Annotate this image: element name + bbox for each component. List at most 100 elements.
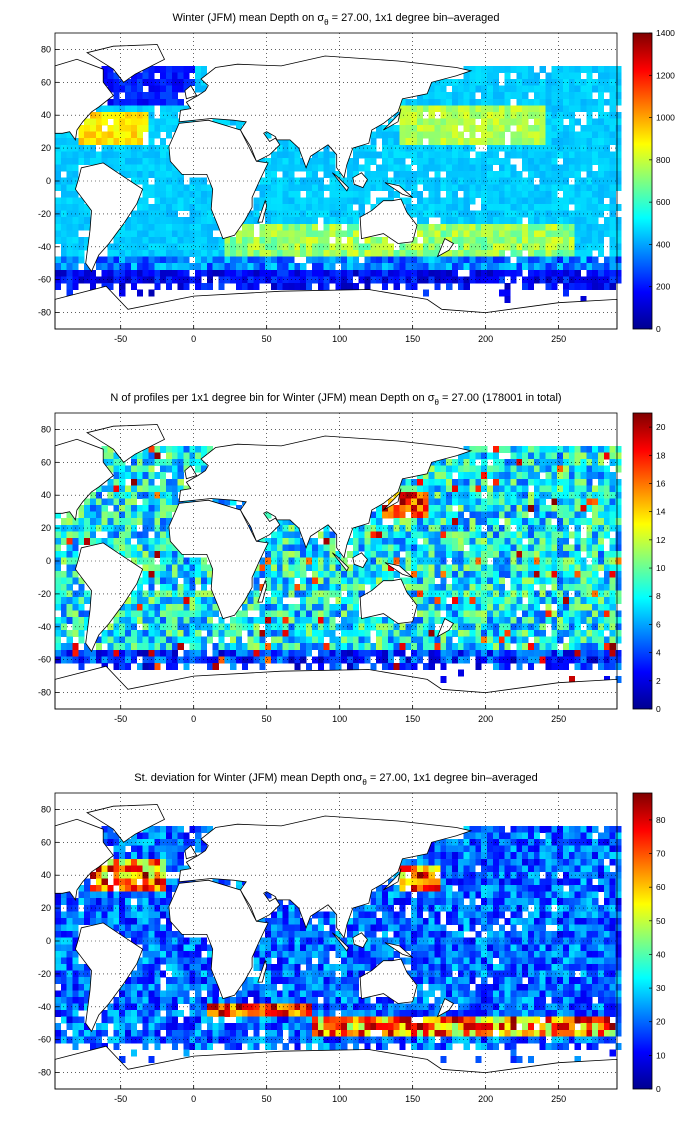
heatmap-cell — [78, 204, 85, 211]
heatmap-cell — [113, 636, 120, 644]
heatmap-cell — [434, 105, 441, 113]
heatmap-cell — [206, 230, 213, 238]
heatmap-cell — [551, 825, 558, 833]
heatmap-cell — [399, 250, 406, 257]
heatmap-cell — [95, 511, 103, 519]
heatmap-cell — [154, 603, 161, 611]
heatmap-cell — [148, 858, 155, 866]
heatmap-cell — [317, 597, 324, 605]
heatmap-cell — [446, 111, 453, 119]
heatmap-cell — [136, 289, 143, 297]
heatmap-cell — [598, 223, 605, 231]
heatmap-cell — [510, 590, 517, 598]
heatmap-cell — [615, 164, 622, 172]
heatmap-cell — [568, 118, 575, 126]
heatmap-cell — [574, 72, 581, 80]
heatmap-cell — [457, 544, 465, 552]
heatmap-cell — [323, 164, 330, 172]
heatmap-cell — [101, 157, 108, 165]
heatmap-cell — [218, 643, 225, 651]
heatmap-cell — [487, 505, 494, 512]
heatmap-cell — [487, 537, 494, 545]
heatmap-cell — [294, 643, 301, 651]
heatmap-cell — [498, 105, 505, 113]
heatmap-cell — [195, 636, 202, 644]
heatmap-cell — [609, 636, 616, 644]
heatmap-cell — [66, 564, 73, 572]
heatmap-cell — [241, 616, 248, 624]
heatmap-cell — [352, 171, 359, 179]
heatmap-cell — [72, 157, 79, 165]
heatmap-cell — [119, 263, 126, 271]
heatmap-cell — [154, 505, 161, 512]
heatmap-cell — [574, 184, 581, 192]
heatmap-cell — [574, 564, 581, 572]
heatmap-cell — [101, 111, 108, 119]
heatmap-cell — [411, 269, 418, 277]
heatmap-cell — [586, 832, 593, 840]
heatmap-cell — [481, 656, 488, 664]
heatmap-cell — [527, 852, 535, 860]
heatmap-cell — [533, 204, 540, 211]
heatmap-cell — [282, 590, 289, 598]
heatmap-cell — [417, 157, 424, 165]
heatmap-cell — [101, 649, 108, 657]
heatmap-cell — [475, 263, 482, 271]
heatmap-cell — [574, 138, 581, 146]
heatmap-cell — [60, 197, 67, 205]
heatmap-cell — [300, 597, 307, 605]
heatmap-cell — [516, 852, 523, 860]
heatmap-cell — [130, 478, 138, 486]
heatmap-cell — [130, 505, 138, 512]
heatmap-cell — [492, 531, 500, 539]
heatmap-cell — [66, 171, 73, 179]
heatmap-cell — [522, 505, 529, 512]
heatmap-cell — [592, 531, 599, 539]
heatmap-cell — [475, 491, 482, 499]
heatmap-cell — [504, 465, 511, 473]
heatmap-cell — [253, 276, 260, 284]
heatmap-cell — [154, 570, 161, 578]
heatmap-cell — [311, 590, 319, 598]
heatmap-cell — [568, 676, 575, 683]
heatmap-cell — [545, 177, 552, 185]
heatmap-cell — [160, 164, 167, 172]
heatmap-cell — [533, 184, 540, 192]
heatmap-cell — [148, 603, 155, 611]
heatmap-cell — [463, 518, 470, 526]
heatmap-cell — [463, 144, 470, 152]
heatmap-cell — [598, 151, 605, 159]
heatmap-cell — [154, 256, 161, 264]
heatmap-cell — [615, 217, 622, 225]
heatmap-cell — [533, 459, 540, 466]
heatmap-cell — [259, 269, 266, 277]
heatmap-cell — [90, 269, 97, 277]
heatmap-cell — [294, 223, 301, 231]
coastline — [359, 198, 418, 244]
heatmap-cell — [522, 282, 529, 290]
heatmap-cell — [492, 204, 500, 211]
heatmap-cell — [615, 485, 622, 493]
heatmap-cell — [609, 845, 616, 853]
heatmap-cell — [107, 452, 114, 460]
heatmap-cell — [469, 125, 476, 132]
heatmap-cell — [598, 557, 605, 565]
heatmap-cell — [171, 204, 178, 211]
heatmap-cell — [206, 282, 213, 290]
heatmap-cell — [586, 131, 593, 139]
heatmap-cell — [55, 197, 62, 205]
heatmap-cell — [592, 518, 599, 526]
heatmap-cell — [428, 630, 435, 637]
heatmap-cell — [183, 282, 190, 290]
heatmap-cell — [434, 465, 441, 473]
heatmap-cell — [195, 445, 202, 453]
heatmap-cell — [557, 151, 564, 159]
heatmap-cell — [475, 845, 482, 853]
heatmap-cell — [306, 243, 313, 251]
heatmap-cell — [142, 537, 149, 545]
heatmap-cell — [329, 250, 336, 257]
heatmap-cell — [568, 98, 575, 106]
heatmap-cell — [101, 630, 108, 637]
heatmap-cell — [481, 177, 488, 185]
heatmap-cell — [107, 263, 114, 271]
